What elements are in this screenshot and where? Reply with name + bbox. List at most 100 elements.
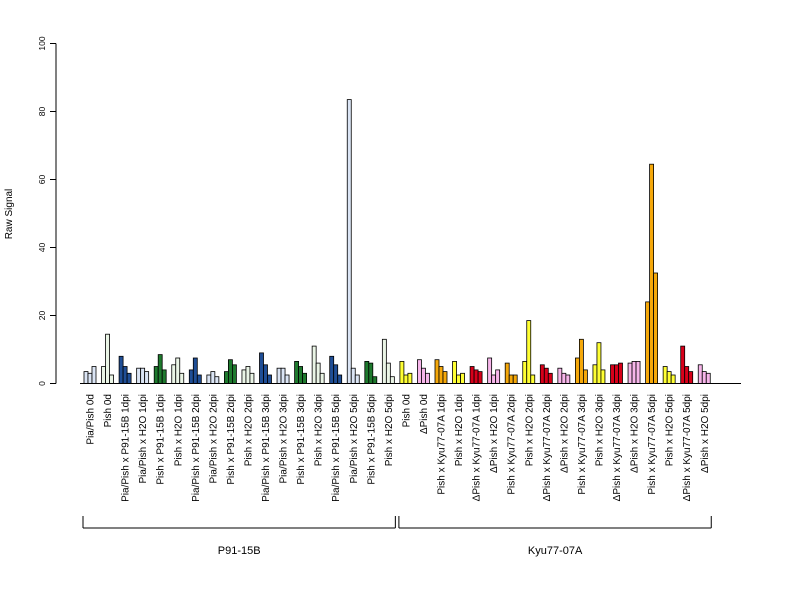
bar [565, 374, 571, 384]
category-label: Pish x H2O 3dpi [314, 394, 325, 466]
category-label: ΔPish x H2O 1dpi [489, 394, 500, 473]
group-label: Kyu77-07A [528, 545, 583, 557]
bar [311, 345, 317, 384]
category-label: Pish x H2O 3dpi [594, 394, 605, 466]
bar [161, 369, 167, 384]
category-labels: Pia/Pish 0d Pish 0d Pia/Pish x P91-15B 1dp… [86, 394, 711, 502]
bar [105, 333, 110, 384]
y-tick-label: 0 [37, 381, 47, 386]
category-label: Pia/Pish x P91-15B 5dpi [331, 394, 342, 502]
category-label: Pia/Pish 0d [86, 394, 97, 445]
bar [645, 301, 650, 384]
bar [280, 367, 286, 384]
bar [302, 372, 308, 384]
group-brackets: P91-15B Kyu77-07A [82, 516, 712, 557]
bar [368, 362, 374, 384]
bar-group [680, 345, 694, 384]
category-label: Pish 0d [401, 394, 412, 427]
bar-group [83, 366, 97, 384]
bar-group [417, 359, 430, 384]
bar-group [206, 371, 220, 384]
bar [354, 374, 360, 384]
bar-group [136, 367, 150, 384]
bar [543, 367, 549, 384]
bar [417, 359, 422, 384]
bar [315, 362, 321, 384]
bar-group [241, 366, 255, 384]
bar [140, 367, 146, 384]
bar [473, 369, 479, 384]
bar [122, 366, 128, 384]
bar [421, 367, 426, 384]
bar [245, 366, 251, 384]
bar [87, 372, 93, 384]
category-label: Pish x Kyu77-07A 3dpi [577, 394, 588, 495]
bar-group [188, 357, 202, 384]
bar [680, 345, 686, 384]
category-label: ΔPish 0d [419, 394, 430, 434]
bar [319, 372, 325, 384]
bar [136, 367, 142, 384]
category-label: Pish x Kyu77-07A 5dpi [647, 394, 658, 495]
bar [83, 371, 89, 384]
category-label: ΔPish x Kyu77-07A 1dpi [472, 394, 483, 501]
bar [526, 320, 532, 384]
category-label: Pish x Kyu77-07A 1dpi [437, 394, 448, 495]
bar [618, 362, 623, 384]
bar-group [329, 355, 343, 384]
bar [91, 366, 97, 384]
bar-group [504, 362, 518, 384]
bar [298, 366, 304, 384]
bar-group [575, 338, 588, 384]
category-label: Pia/Pish x P91-15B 2dpi [191, 394, 202, 502]
category-label: Pish x H2O 5dpi [665, 394, 676, 466]
bar [101, 366, 106, 384]
bar [452, 360, 457, 384]
category-label: ΔPish x H2O 3dpi [630, 394, 641, 473]
bar [337, 374, 343, 384]
bar-group [294, 360, 308, 384]
bar [206, 374, 212, 384]
bar-group [346, 99, 360, 384]
category-label: Pish x H2O 2dpi [524, 394, 535, 466]
bar [539, 364, 545, 384]
bar [508, 374, 514, 384]
bar-group [276, 367, 290, 384]
bar [495, 369, 501, 384]
bar [389, 376, 395, 384]
category-label: Pish x P91-15B 2dpi [226, 394, 237, 485]
bar-group [153, 354, 167, 384]
bar-group [469, 366, 483, 384]
bar [284, 374, 290, 384]
bar [522, 360, 528, 384]
bar [294, 360, 300, 384]
category-label: ΔPish x Kyu77-07A 2dpi [542, 394, 553, 501]
y-axis-title: Raw Signal [4, 189, 15, 240]
bar-group [259, 352, 272, 384]
bar [179, 372, 185, 384]
bar [171, 364, 177, 384]
bar [670, 374, 676, 384]
bar [438, 366, 444, 384]
bar [705, 372, 711, 384]
bar [192, 357, 198, 384]
bar [575, 357, 580, 384]
bar [425, 372, 430, 384]
category-label: Pish x P91-15B 5dpi [366, 394, 377, 485]
category-label: Pish x H2O 1dpi [173, 394, 184, 466]
bar-group [610, 362, 623, 384]
category-label: Pia/Pish x H2O 3dpi [279, 394, 290, 484]
bar-group [381, 338, 395, 384]
y-tick-label: 100 [37, 36, 47, 50]
bar [144, 371, 150, 384]
bar-group [662, 366, 676, 384]
bar [666, 371, 672, 384]
bar-group [627, 360, 641, 384]
bar [614, 364, 619, 384]
bar [385, 362, 391, 384]
bar [403, 374, 409, 384]
bar-group [522, 320, 536, 384]
bar-group [101, 333, 114, 384]
y-tick-label: 80 [37, 107, 47, 117]
bar [442, 371, 448, 384]
